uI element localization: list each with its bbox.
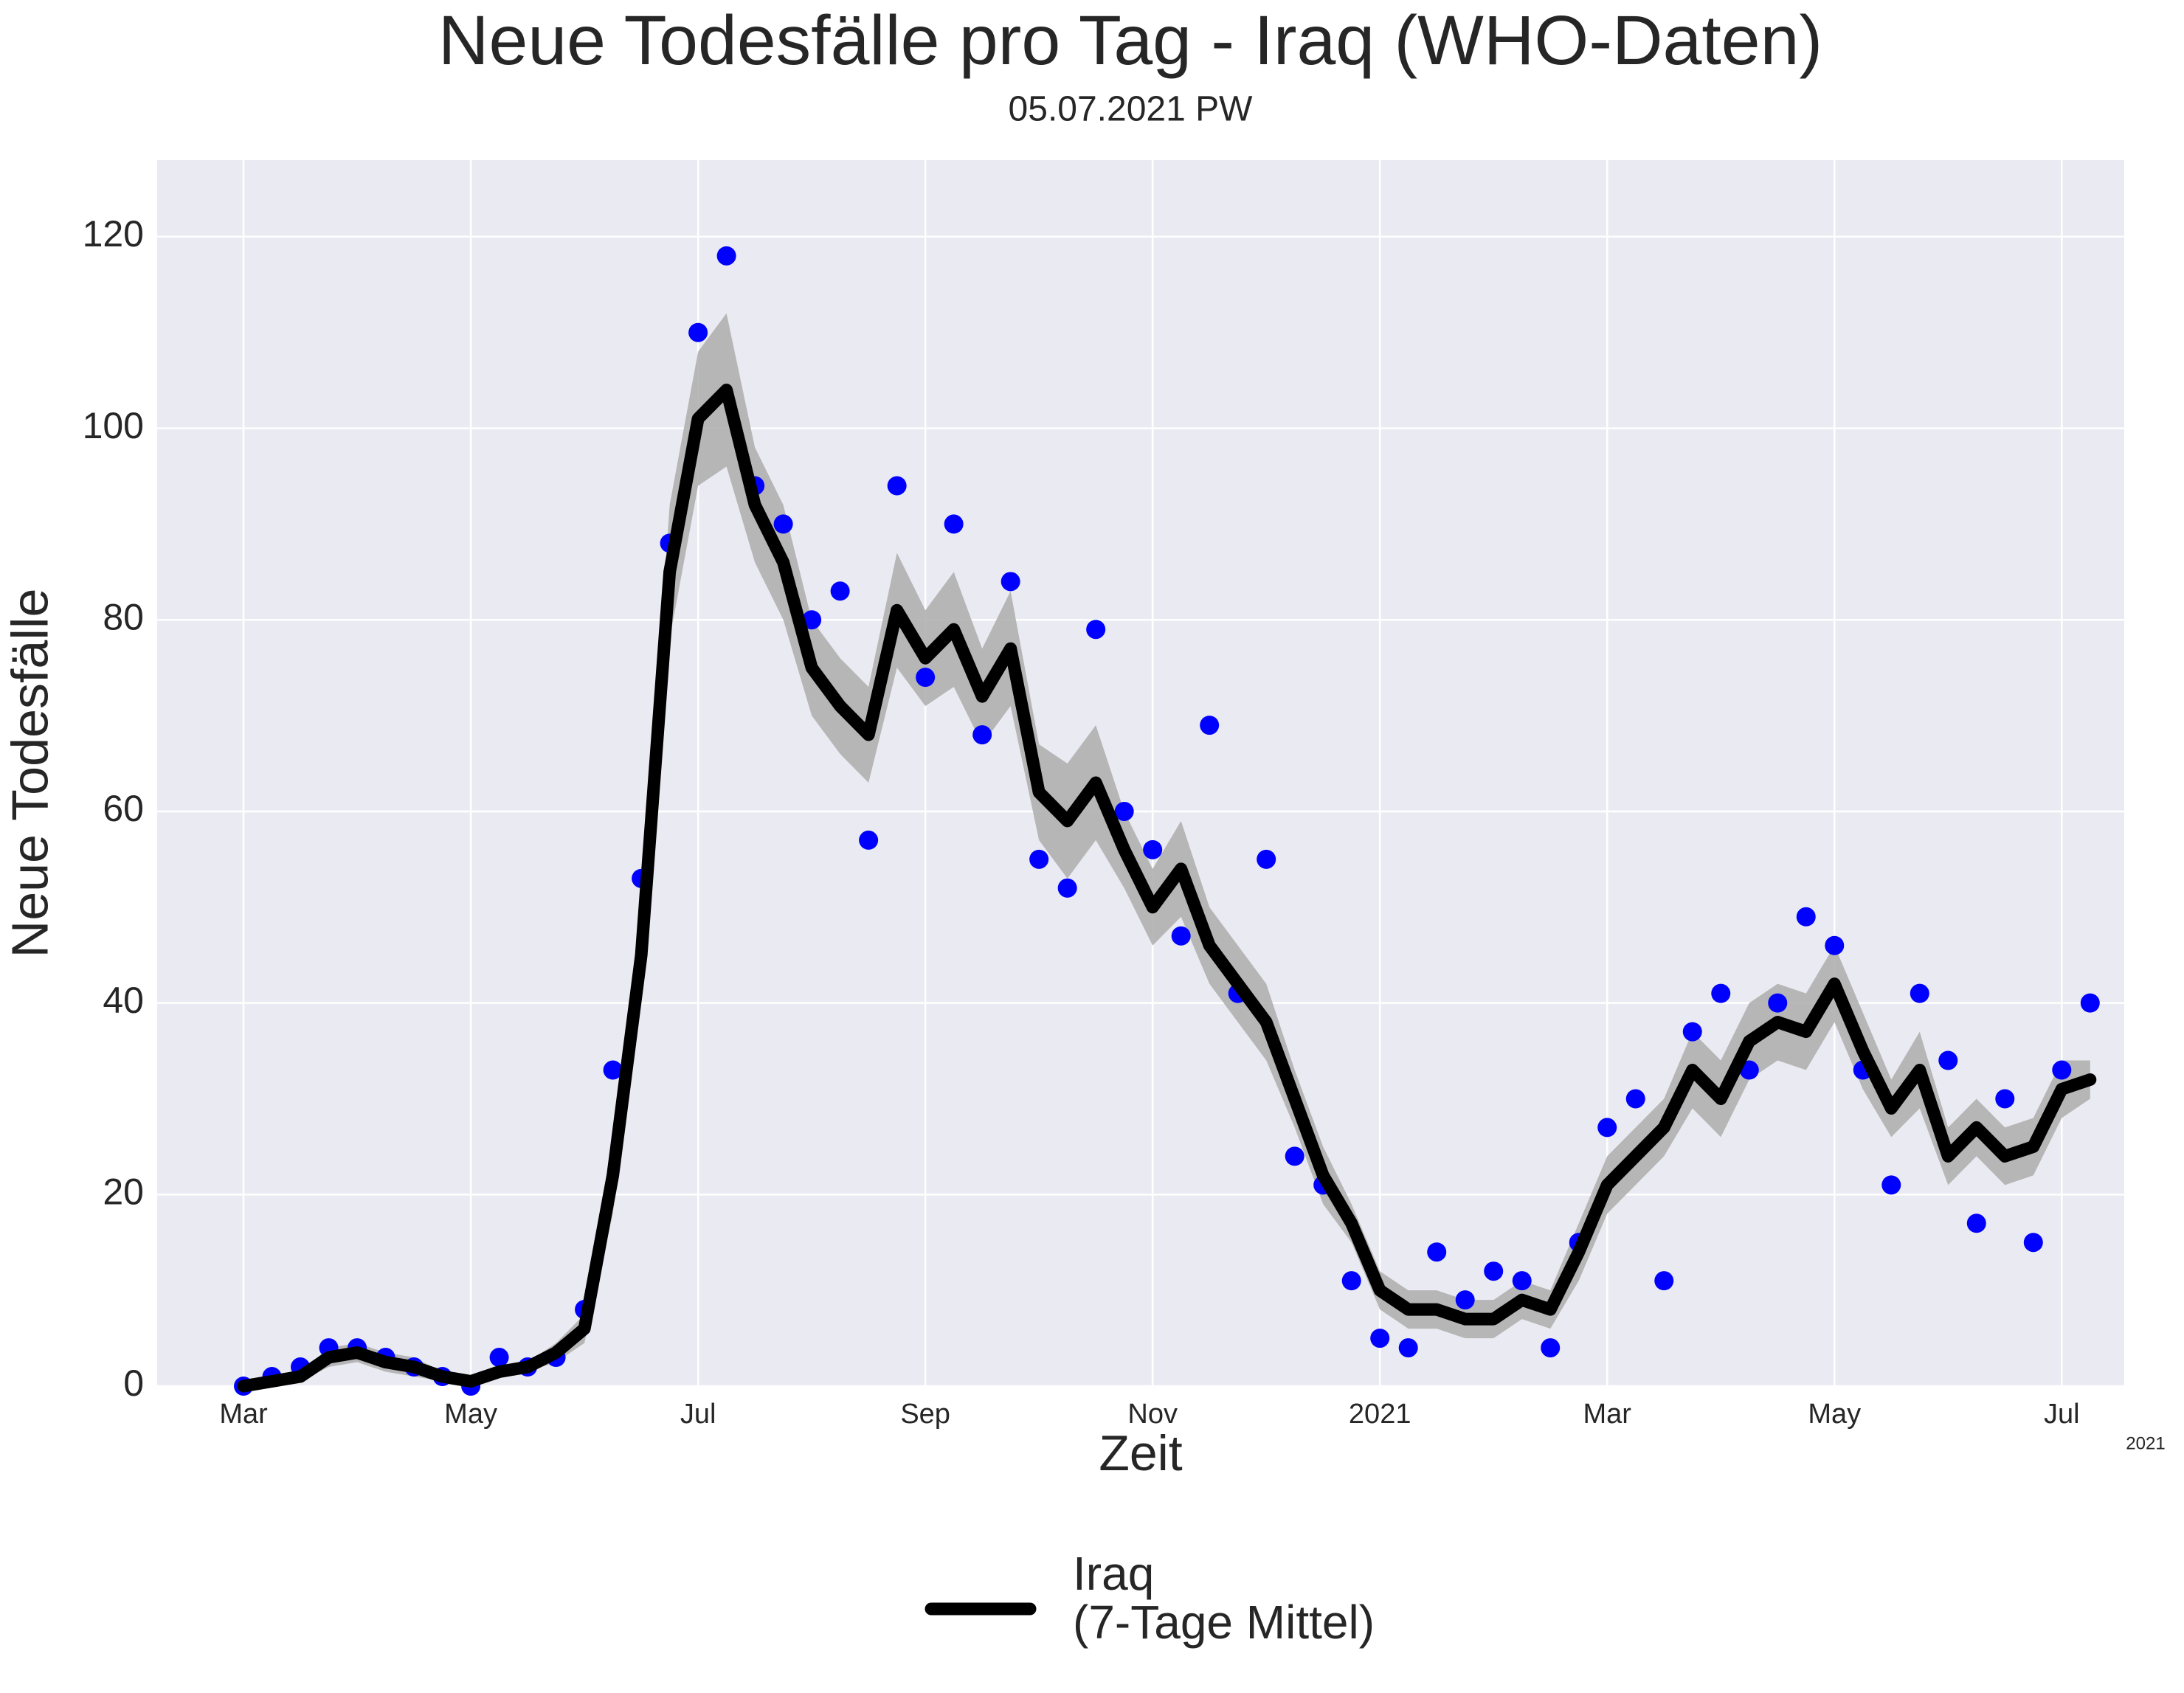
x-offset-label: 2021 bbox=[2126, 1433, 2165, 1453]
data-point bbox=[1370, 1329, 1390, 1348]
x-tick-label: May bbox=[1808, 1399, 1861, 1430]
y-tick-label: 100 bbox=[83, 405, 144, 446]
data-point bbox=[1086, 620, 1106, 640]
x-tick-label: 2021 bbox=[1349, 1399, 1411, 1430]
data-point bbox=[802, 610, 822, 630]
line bbox=[237, 384, 2097, 1393]
band bbox=[243, 313, 2090, 1386]
legend-label: Iraq (7-Tage Mittel) bbox=[1073, 1547, 1375, 1649]
y-tick-label: 20 bbox=[103, 1171, 144, 1213]
data-point bbox=[1427, 1242, 1447, 1262]
data-point bbox=[1484, 1261, 1504, 1281]
data-point bbox=[2080, 993, 2100, 1013]
data-point bbox=[1711, 983, 1731, 1003]
x-tick-label: Sep bbox=[900, 1399, 950, 1430]
x-tick-label: Jul bbox=[680, 1399, 716, 1430]
plot-area bbox=[157, 160, 2124, 1386]
x-tick-label: Mar bbox=[219, 1399, 268, 1430]
x-tick-label: May bbox=[444, 1399, 497, 1430]
data-point bbox=[1597, 1118, 1617, 1138]
y-tick-label: 80 bbox=[103, 596, 144, 637]
data-point bbox=[1143, 839, 1163, 859]
y-tick-label: 60 bbox=[103, 788, 144, 829]
data-point bbox=[1200, 716, 1220, 735]
x-tick-label: Nov bbox=[1127, 1399, 1178, 1430]
data-point bbox=[1739, 1060, 1759, 1080]
data-point bbox=[1881, 1175, 1901, 1195]
data-point bbox=[1796, 907, 1816, 927]
data-point bbox=[830, 581, 850, 601]
data-point bbox=[1114, 801, 1134, 821]
data-point bbox=[773, 514, 793, 534]
data-point bbox=[972, 725, 992, 745]
data-point bbox=[2052, 1060, 2072, 1080]
data-point bbox=[1398, 1338, 1418, 1358]
data-point bbox=[1910, 983, 1929, 1003]
data-point bbox=[1654, 1271, 1674, 1291]
x-tick-label: Jul bbox=[2044, 1399, 2080, 1430]
data-point bbox=[1455, 1290, 1475, 1310]
data-point bbox=[603, 1060, 623, 1080]
y-tick-label: 120 bbox=[83, 213, 144, 255]
data-point bbox=[916, 668, 936, 688]
data-point bbox=[1257, 849, 1276, 869]
x-tick-label: Mar bbox=[1583, 1399, 1632, 1430]
chart-subtitle: 05.07.2021 PW bbox=[1009, 90, 1254, 129]
data-point bbox=[2023, 1233, 2043, 1253]
y-tick-label: 0 bbox=[123, 1363, 144, 1404]
data-point bbox=[859, 830, 879, 850]
data-point bbox=[688, 322, 708, 342]
y-axis-label: Neue Todesfälle bbox=[1, 589, 58, 958]
data-point bbox=[716, 246, 736, 266]
data-point bbox=[1512, 1271, 1532, 1291]
data-point bbox=[1001, 572, 1020, 592]
data-point bbox=[1057, 878, 1077, 898]
data-point bbox=[489, 1348, 509, 1368]
data-point bbox=[1995, 1089, 2015, 1109]
data-point bbox=[1285, 1146, 1304, 1166]
data-point bbox=[1625, 1089, 1645, 1109]
data-point bbox=[1768, 993, 1788, 1013]
data-point bbox=[1029, 849, 1049, 869]
data-point bbox=[887, 476, 907, 496]
chart-title: Neue Todesfälle pro Tag - Iraq (WHO-Date… bbox=[438, 1, 1822, 80]
data-point bbox=[1171, 926, 1191, 946]
data-point bbox=[1938, 1050, 1958, 1070]
data-point bbox=[1966, 1214, 1986, 1233]
x-axis-label: Zeit bbox=[1099, 1425, 1182, 1481]
y-tick-label: 40 bbox=[103, 980, 144, 1021]
data-point bbox=[1682, 1022, 1702, 1042]
data-point bbox=[944, 514, 964, 534]
data-point bbox=[1825, 935, 1845, 955]
data-point bbox=[1541, 1338, 1561, 1358]
data-point bbox=[1341, 1271, 1361, 1291]
